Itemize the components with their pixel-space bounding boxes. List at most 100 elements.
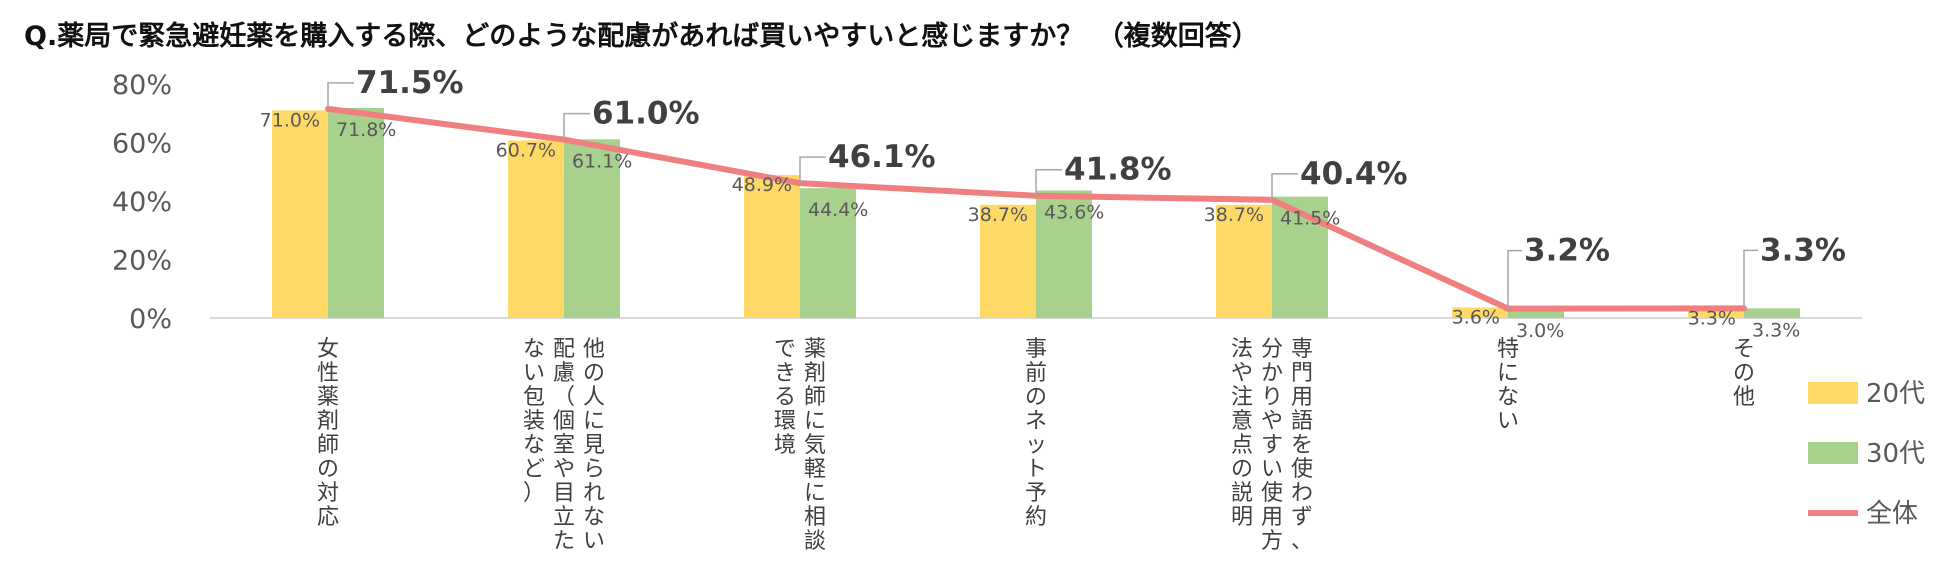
- category-label-5-0-3: い: [1497, 409, 1519, 434]
- bar-20代-4: [1216, 204, 1272, 318]
- data-label-total-3: 41.8%: [1064, 152, 1172, 188]
- category-label-2-0-7: 相: [804, 505, 826, 530]
- category-label-3-0-4: ッ: [1025, 433, 1047, 458]
- bar-30代-1: [564, 139, 620, 318]
- y-tick-label-4: 80%: [112, 70, 172, 101]
- category-label-4-2-7: 明: [1231, 505, 1253, 530]
- leader-line-total-3: [1035, 168, 1062, 196]
- category-label-2-1-3: 環: [774, 409, 796, 434]
- category-label-1-0-1: の: [583, 361, 605, 386]
- leader-line-total-6: [1743, 249, 1758, 309]
- category-label-3-0-5: ト: [1025, 457, 1047, 482]
- data-label-total-5: 3.2%: [1524, 233, 1610, 269]
- category-label-4-1-1: か: [1261, 361, 1283, 386]
- category-label-6-0-0: そ: [1733, 337, 1755, 362]
- category-label-4-0-8: 、: [1291, 529, 1313, 554]
- category-label-1-0-8: い: [583, 529, 605, 554]
- bar-30代-3: [1036, 190, 1092, 318]
- bar-30代-2: [800, 188, 856, 318]
- category-label-4-0-1: 門: [1291, 361, 1313, 386]
- category-label-4-0-6: わ: [1291, 481, 1313, 506]
- category-label-0-0-7: 応: [317, 505, 339, 530]
- category-label-1-0-2: 人: [583, 385, 605, 410]
- category-label-4-0-5: 使: [1291, 457, 1313, 482]
- leader-line-total-0: [327, 82, 354, 109]
- category-label-1-2-0: な: [523, 337, 545, 362]
- y-tick-label-0: 0%: [129, 304, 172, 335]
- category-label-5-0-2: な: [1497, 385, 1519, 410]
- category-label-2-0-1: 剤: [804, 361, 826, 386]
- category-label-1-1-0: 配: [553, 337, 575, 362]
- category-label-4-0-3: 語: [1291, 409, 1313, 434]
- data-label-total-1: 61.0%: [592, 96, 700, 132]
- data-label-30s-4: 41.5%: [1280, 208, 1340, 230]
- category-label-1-1-3: 個: [553, 409, 575, 434]
- category-label-0-0-3: 剤: [317, 409, 339, 434]
- category-label-1-0-7: な: [583, 505, 605, 530]
- category-label-2-1-0: で: [774, 337, 796, 362]
- axis-group: 0% 20% 40% 60% 80%: [112, 70, 1862, 335]
- category-label-1-2-5: ど: [523, 457, 545, 482]
- leader-line-total-1: [563, 112, 590, 140]
- bar-20代-6: [1688, 308, 1744, 318]
- category-label-0-0-1: 性: [317, 361, 339, 386]
- category-label-4-1-8: 方: [1261, 529, 1283, 554]
- legend-swatch-20代: [1808, 382, 1858, 404]
- category-label-6-0-1: の: [1733, 361, 1755, 386]
- category-label-2-0-8: 談: [804, 529, 826, 554]
- data-label-20s-6: 3.3%: [1688, 307, 1736, 329]
- category-label-4-0-0: 専: [1291, 337, 1313, 362]
- data-label-total-2: 46.1%: [828, 139, 936, 175]
- bar-20代-2: [744, 174, 800, 318]
- category-label-2-0-5: 軽: [804, 457, 826, 482]
- bar-30代-6: [1744, 308, 1800, 318]
- leader-line-total-5: [1507, 249, 1522, 309]
- category-label-3-0-0: 事: [1025, 337, 1047, 362]
- category-label-2-0-4: 気: [804, 433, 826, 458]
- legend-label-20代: 20代: [1866, 379, 1925, 409]
- category-label-1-1-2: （: [553, 385, 575, 410]
- category-label-1-1-5: や: [553, 457, 575, 482]
- data-labels-group: 71.0% 60.7% 48.9% 38.7% 38.7% 3.6% 3.3% 71.8% 61…: [260, 65, 1846, 342]
- category-label-1-0-6: れ: [583, 481, 605, 506]
- category-label-0-0-0: 女: [317, 337, 339, 362]
- category-label-4-2-0: 法: [1231, 337, 1253, 362]
- bar-20代-5: [1452, 307, 1508, 318]
- category-label-5-0-0: 特: [1497, 337, 1519, 362]
- category-label-3-0-6: 予: [1025, 481, 1047, 506]
- category-label-1-2-4: な: [523, 433, 545, 458]
- y-tick-label-3: 60%: [112, 129, 172, 160]
- category-label-3-0-2: の: [1025, 385, 1047, 410]
- category-label-6-0-2: 他: [1733, 385, 1755, 410]
- y-tick-label-1: 20%: [112, 246, 172, 277]
- y-tick-label-2: 40%: [112, 187, 172, 218]
- data-label-30s-3: 43.6%: [1044, 201, 1104, 223]
- category-label-1-1-7: 立: [553, 505, 575, 530]
- category-label-0-0-2: 薬: [317, 385, 339, 410]
- category-label-4-0-7: ず: [1291, 505, 1313, 530]
- category-label-2-1-2: る: [774, 385, 796, 410]
- data-label-20s-0: 71.0%: [260, 109, 320, 131]
- category-label-1-0-4: 見: [583, 433, 605, 458]
- bar-30代-0: [328, 107, 384, 318]
- category-label-1-1-4: 室: [553, 433, 575, 458]
- bars-group: [272, 107, 1800, 318]
- category-label-2-0-3: に: [804, 409, 826, 434]
- leader-line-total-4: [1271, 173, 1298, 200]
- data-label-30s-2: 44.4%: [808, 199, 868, 221]
- data-label-30s-6: 3.3%: [1752, 319, 1800, 341]
- bar-20代-0: [272, 110, 328, 318]
- data-label-20s-5: 3.6%: [1452, 306, 1500, 328]
- category-label-1-1-8: た: [553, 529, 575, 554]
- category-label-4-1-6: 使: [1261, 481, 1283, 506]
- category-label-2-1-4: 境: [774, 433, 796, 458]
- category-label-2-1-1: き: [774, 361, 796, 386]
- data-label-30s-1: 61.1%: [572, 150, 632, 172]
- data-label-total-6: 3.3%: [1760, 232, 1846, 268]
- category-label-4-0-2: 用: [1291, 385, 1313, 410]
- category-label-4-2-6: 説: [1231, 481, 1253, 506]
- category-label-4-1-2: り: [1261, 385, 1283, 410]
- chart-title: Q.薬局で緊急避妊薬を購入する際、どのような配慮があれば買いやすいと感じますか？…: [24, 21, 1259, 52]
